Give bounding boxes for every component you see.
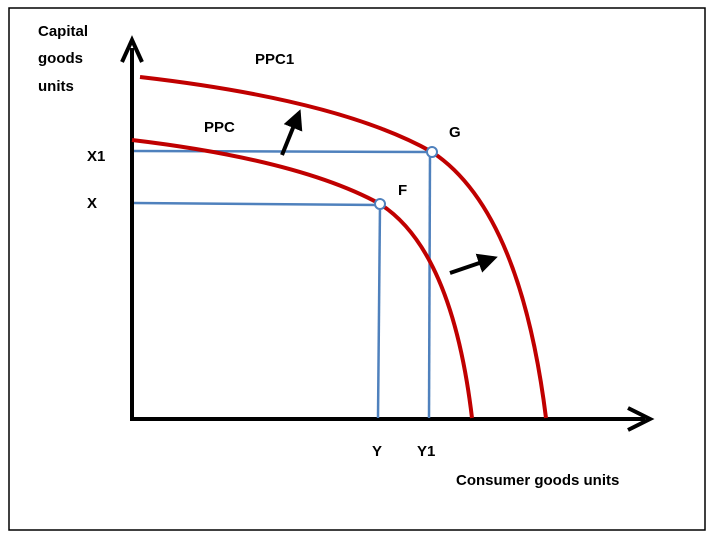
point-label: G	[449, 124, 461, 141]
x-marker: Y1	[417, 443, 435, 460]
x-marker: Y	[372, 443, 382, 460]
y-axis-label: goods	[38, 50, 83, 67]
curve-label: PPC1	[255, 51, 294, 68]
point-label: F	[398, 182, 407, 199]
y-axis-arrow	[120, 35, 144, 63]
y-marker: X1	[87, 148, 105, 165]
frame	[8, 7, 706, 531]
x-axis-label: Consumer goods units	[456, 472, 619, 489]
shift-arrow	[280, 109, 303, 156]
guide-y1	[427, 151, 432, 419]
guide-x	[133, 201, 381, 207]
y-axis-label: Capital	[38, 23, 88, 40]
guide-y	[376, 204, 382, 419]
x-axis-arrow	[627, 406, 655, 432]
point-g	[426, 146, 438, 158]
point-f	[374, 198, 386, 210]
y-marker: X	[87, 195, 97, 212]
y-axis-label: units	[38, 78, 74, 95]
shift-arrow	[449, 253, 498, 275]
curve-label: PPC	[204, 119, 235, 136]
